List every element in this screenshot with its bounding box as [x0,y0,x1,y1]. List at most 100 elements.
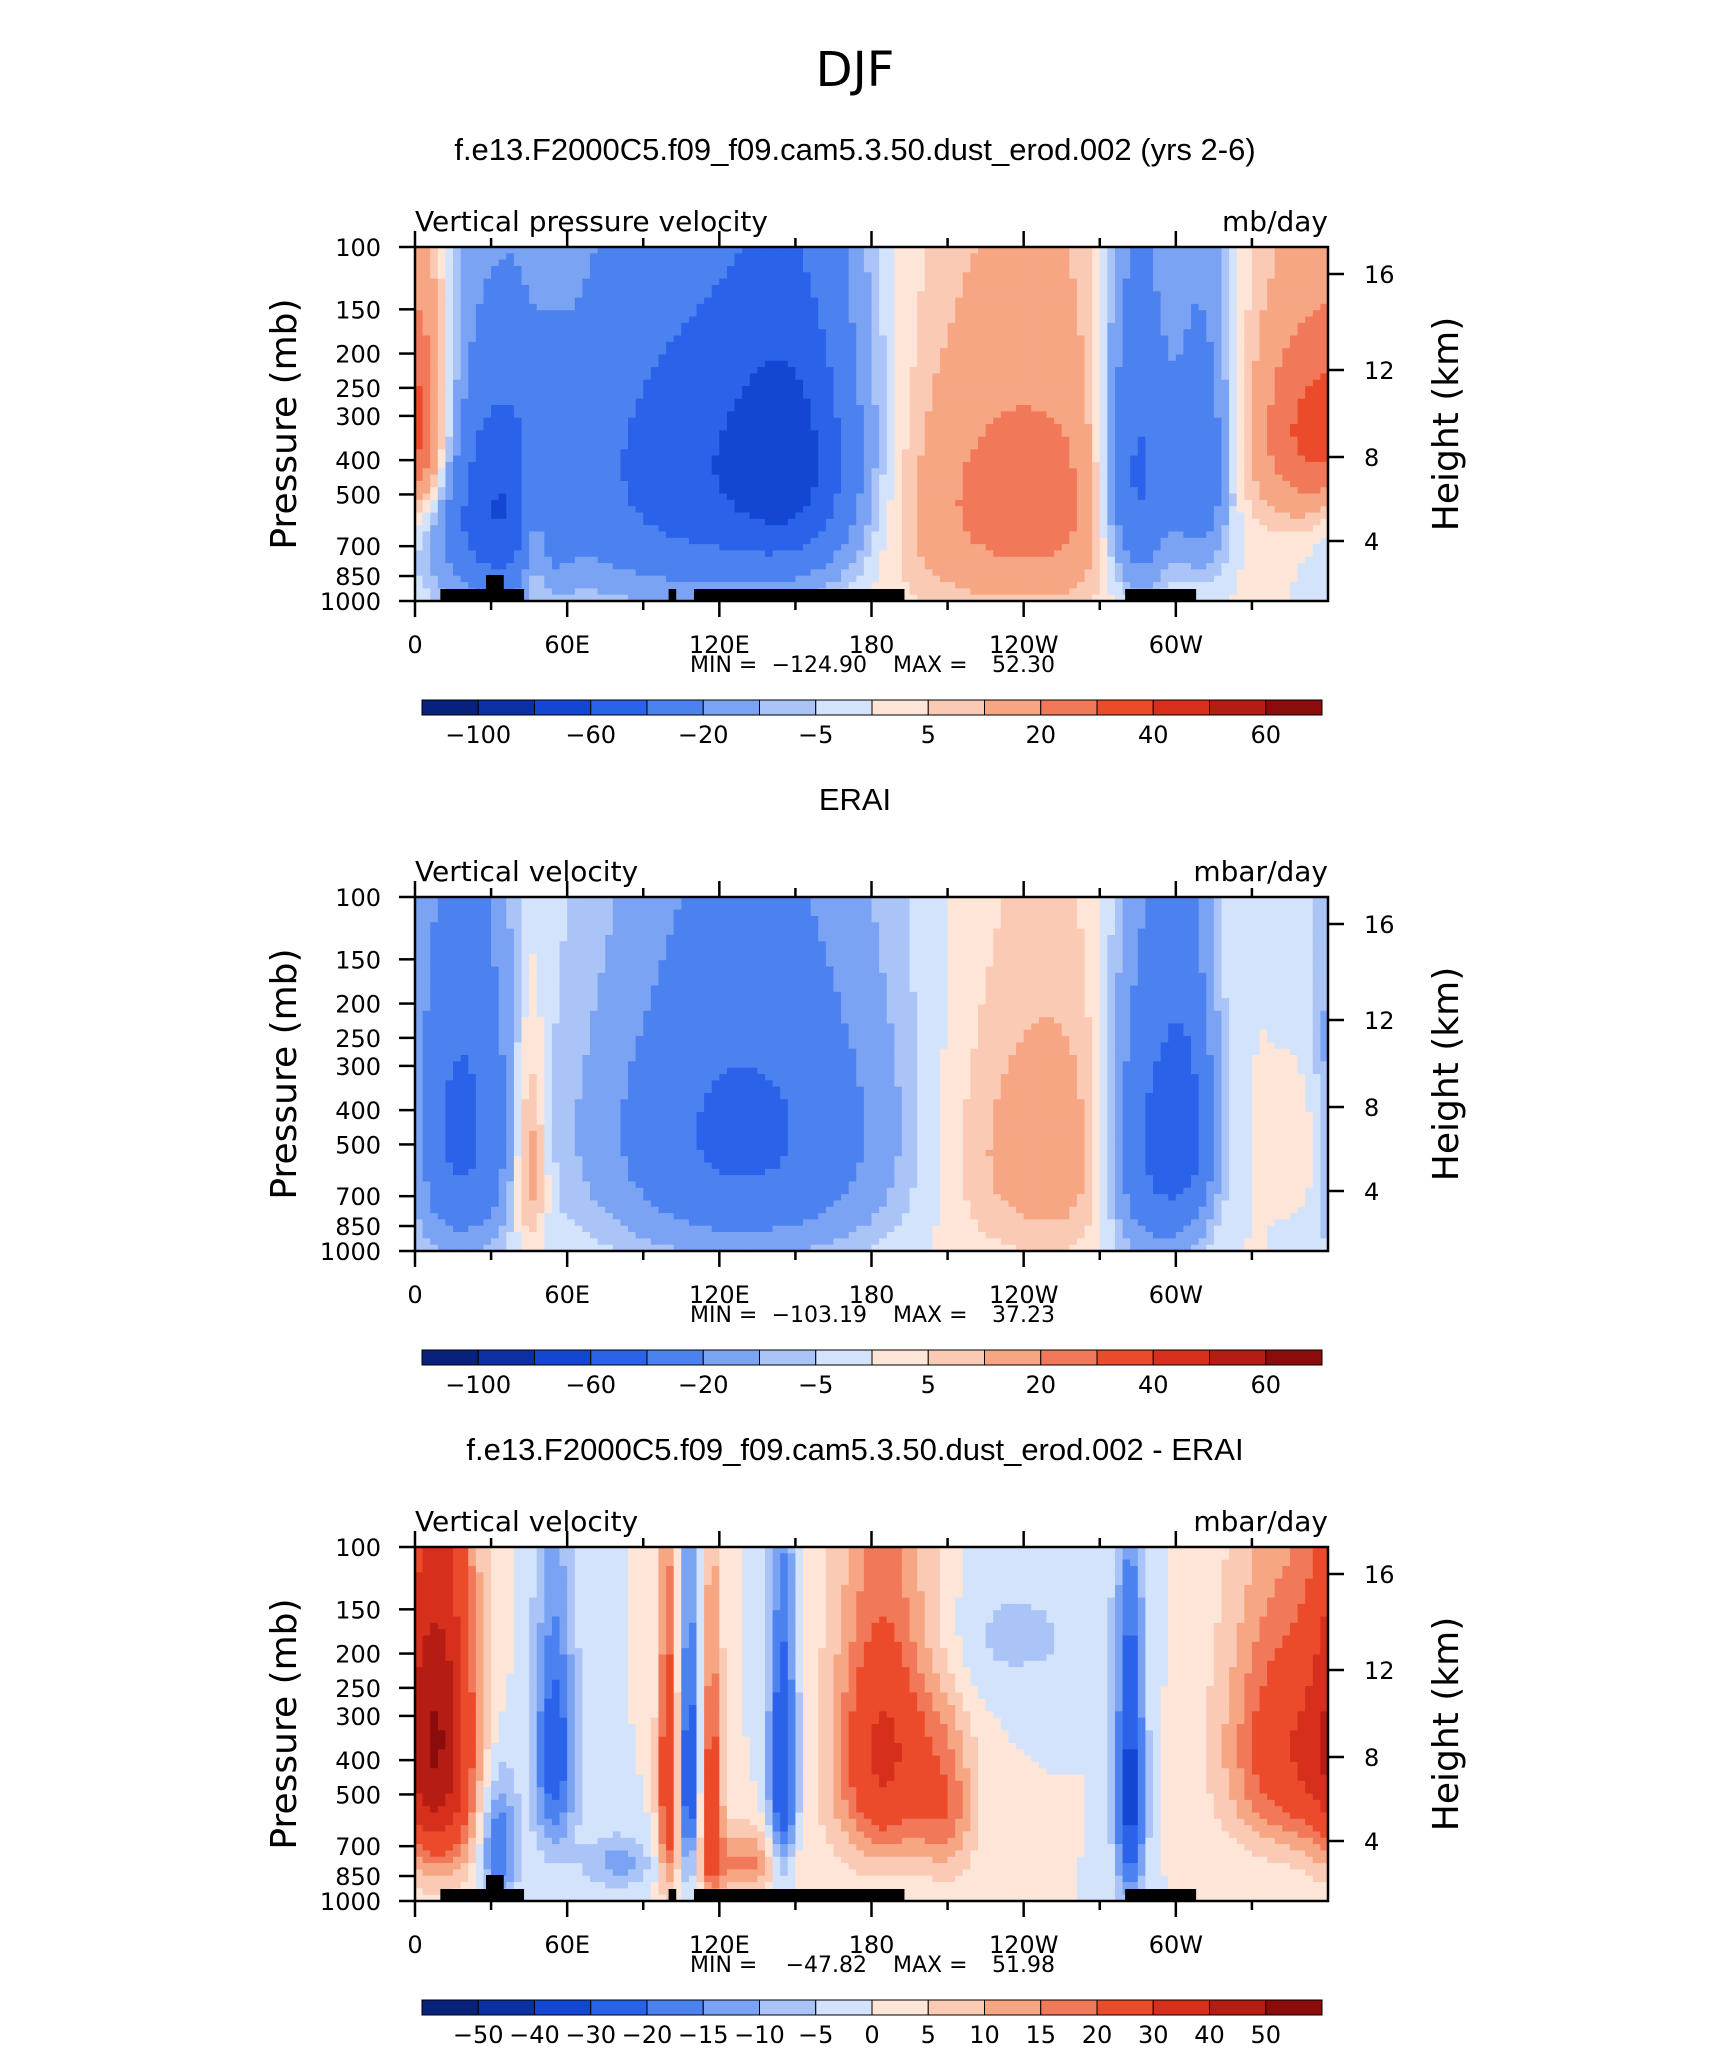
field-cell [985,531,994,539]
field-cell [589,480,599,488]
field-cell [483,272,492,280]
field-cell [924,487,933,495]
field-cell [415,487,424,495]
field-cell [453,284,462,292]
field-cell [719,512,728,520]
field-cell [612,291,622,299]
field-cell [909,373,918,381]
field-cell [734,335,743,343]
field-cell [901,265,911,273]
field-cell [962,518,972,526]
field-cell [955,582,964,589]
field-cell [939,544,949,552]
field-cell [628,303,637,311]
field-cell [947,525,956,533]
field-cell [704,556,713,564]
field-cell [719,405,728,412]
field-cell [559,303,568,311]
field-cell [917,310,926,318]
field-cell [430,493,439,501]
field-cell [1054,386,1063,393]
field-cell [1016,354,1025,362]
field-cell [932,455,941,463]
field-cell [962,310,972,318]
field-cell [901,455,911,463]
field-cell [1038,322,1048,330]
field-cell [818,493,827,501]
field-cell [917,594,926,602]
field-cell [932,386,941,393]
field-cell [932,392,941,400]
field-cell [1046,449,1055,457]
field-cell [719,411,728,419]
field-cell [536,379,545,387]
field-cell [833,525,842,533]
field-cell [582,247,591,254]
field-cell [1008,480,1017,488]
field-cell [681,537,690,545]
field-cell [643,424,652,431]
field-cell [1031,373,1040,381]
field-cell [833,569,842,577]
field-cell [574,537,583,545]
field-cell [559,531,568,539]
field-cell [924,449,933,457]
field-cell [612,499,622,507]
field-cell [856,537,865,545]
field-cell [491,272,500,280]
field-cell [468,291,477,299]
field-cell [673,322,682,330]
field-cell [742,373,751,381]
field-cell [719,493,728,501]
field-cell [612,449,622,457]
field-cell [1031,436,1040,444]
field-cell [780,335,789,343]
field-cell [757,525,766,533]
field-cell [513,272,523,280]
field-cell [422,297,431,305]
field-cell [612,455,622,463]
field-cell [498,556,507,564]
field-cell [1016,405,1025,412]
field-cell [947,272,956,280]
field-cell [589,341,599,349]
field-cell [970,544,979,552]
field-cell [1038,461,1048,469]
field-cell [1046,259,1055,267]
field-cell [932,424,941,431]
field-cell [1031,582,1040,589]
field-cell [666,550,675,558]
field-cell [856,354,865,362]
field-cell [513,398,523,406]
field-cell [955,461,964,469]
field-cell [468,392,477,400]
field-cell [970,455,979,463]
field-cell [544,544,553,552]
field-cell [1023,512,1032,520]
field-cell [879,247,888,254]
field-cell [513,341,523,349]
field-cell [544,594,553,602]
field-cell [643,531,652,539]
field-cell [1008,506,1017,514]
field-cell [612,329,622,337]
field-cell [894,284,903,292]
field-cell [628,556,637,564]
field-cell [833,253,842,261]
field-cell [871,329,880,337]
field-cell [856,379,865,387]
field-cell [1023,480,1032,488]
field-cell [628,379,637,387]
field-cell [643,303,652,311]
field-cell [932,442,941,450]
field-cell [1046,563,1055,570]
field-cell [711,506,720,514]
field-cell [726,360,736,368]
field-cell [1038,411,1048,419]
field-cell [726,272,736,280]
field-cell [833,474,842,482]
field-cell [764,430,774,438]
field-cell [1076,506,1086,514]
field-cell [491,329,500,337]
field-cell [863,487,873,495]
